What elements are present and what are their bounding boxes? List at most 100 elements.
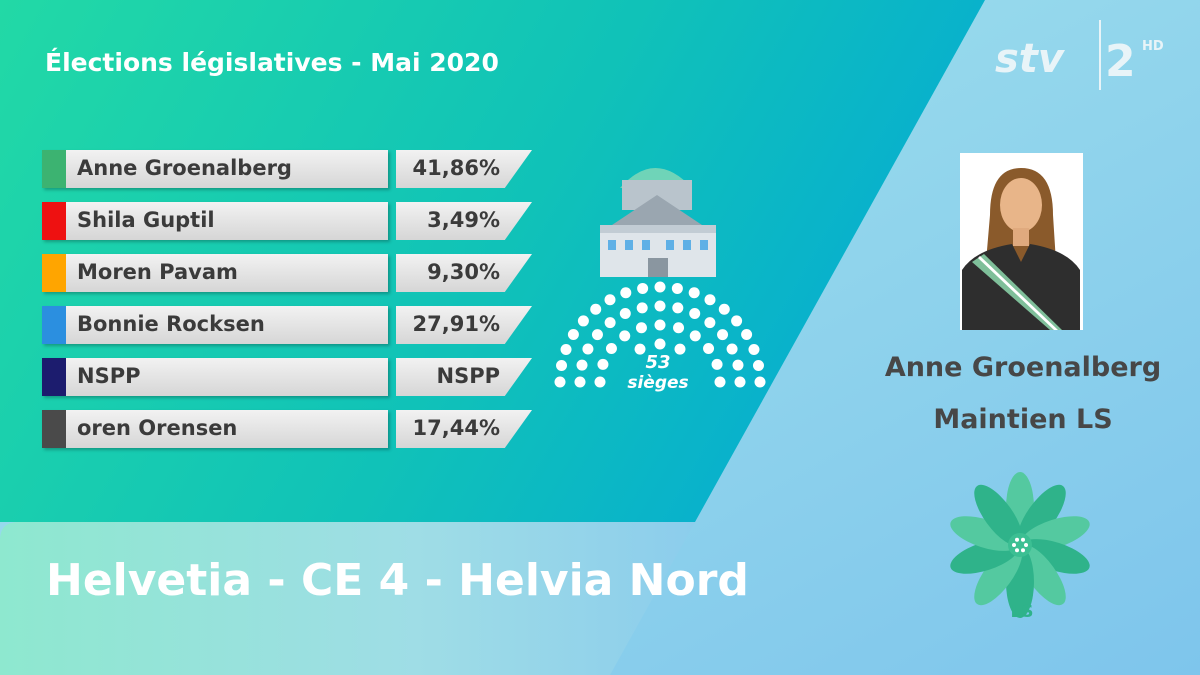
result-box xyxy=(396,306,532,344)
title: Élections législatives - Mai 2020 xyxy=(45,48,499,77)
result: 3,49% xyxy=(427,208,500,232)
seat-dot xyxy=(672,302,684,314)
flower-dot xyxy=(1021,548,1025,553)
name-box: oren Orensen xyxy=(42,410,388,448)
color-strip xyxy=(42,254,66,292)
name-box: Moren Pavam xyxy=(42,254,388,292)
color-strip xyxy=(42,202,66,240)
seat-dot xyxy=(673,322,685,334)
seat-dot xyxy=(620,287,632,299)
result-row: Moren Pavam 9,30% xyxy=(42,254,532,292)
color-strip xyxy=(42,410,66,448)
hemicycle xyxy=(554,281,766,388)
color-strip xyxy=(42,306,66,344)
seat-dot xyxy=(711,358,723,370)
candidate-name: NSPP xyxy=(77,364,141,388)
footer-title: Helvetia - CE 4 - Helvia Nord xyxy=(46,555,749,606)
seat-dot xyxy=(689,308,701,320)
name-box: Shila Guptil xyxy=(42,202,388,240)
seat-dot xyxy=(703,342,715,354)
seat-dot xyxy=(732,359,744,371)
seat-dot xyxy=(574,376,586,388)
petal xyxy=(1017,484,1066,546)
result-row: Bonnie Rocksen 27,91% xyxy=(42,306,532,344)
seat-dot xyxy=(619,330,631,342)
seat-dot xyxy=(636,302,648,314)
seat-dot xyxy=(731,315,743,327)
seat-dot xyxy=(717,329,729,341)
result-box xyxy=(396,254,532,292)
seat-dot xyxy=(605,342,617,354)
result-box xyxy=(396,410,532,448)
seat-count: 53 xyxy=(645,352,670,373)
result: 41,86% xyxy=(412,156,500,180)
name-box: Bonnie Rocksen xyxy=(42,306,388,344)
result: 27,91% xyxy=(412,312,500,336)
flower-dot xyxy=(1012,543,1016,547)
seat-dot xyxy=(556,360,568,372)
seat-dot xyxy=(714,376,726,388)
result-row: Anne Groenalberg 41,86% xyxy=(42,150,532,188)
portrait xyxy=(960,153,1083,330)
seat-label: sièges xyxy=(627,373,688,393)
petal xyxy=(1020,539,1090,574)
seat-dot xyxy=(604,294,616,306)
winner-name: Anne Groenalberg xyxy=(884,352,1162,383)
flower-dot xyxy=(1015,548,1019,553)
candidate-name: oren Orensen xyxy=(77,416,238,440)
seat-dot xyxy=(604,317,616,329)
flower-dot xyxy=(1015,537,1019,542)
candidate-name: Shila Guptil xyxy=(77,208,215,232)
seat-dot xyxy=(591,329,603,341)
seat-dot xyxy=(577,315,589,327)
name-box: NSPP xyxy=(42,358,388,396)
name-box: Anne Groenalberg xyxy=(42,150,388,188)
result: 9,30% xyxy=(427,260,500,284)
seat-dot xyxy=(619,308,631,320)
party-logo-label: LS xyxy=(1010,602,1033,622)
seat-dot xyxy=(718,303,730,315)
candidate-name: Bonnie Rocksen xyxy=(77,312,265,336)
petal xyxy=(950,516,1020,551)
seat-dot xyxy=(726,343,738,355)
seat-dot xyxy=(654,338,666,350)
seat-dot xyxy=(560,344,572,356)
result-row: NSPP NSPP xyxy=(42,358,532,396)
seat-dot xyxy=(752,360,764,372)
result-row: Shila Guptil 3,49% xyxy=(42,202,532,240)
result-box xyxy=(396,358,532,396)
candidate-name: Anne Groenalberg xyxy=(77,156,292,180)
flower-dot xyxy=(1024,543,1028,547)
seat-dot xyxy=(654,281,666,293)
seat-dot xyxy=(634,343,646,355)
color-strip xyxy=(42,150,66,188)
petal xyxy=(974,544,1023,606)
seat-dot xyxy=(654,300,666,312)
seat-dot xyxy=(688,287,700,299)
seat-dot xyxy=(741,329,753,340)
seat-dot xyxy=(734,376,746,388)
seat-dot xyxy=(689,330,701,342)
result: 17,44% xyxy=(412,416,500,440)
seat-dot xyxy=(635,322,647,334)
result: NSPP xyxy=(436,364,500,388)
result-row: oren Orensen 17,44% xyxy=(42,410,532,448)
seat-dot xyxy=(671,282,683,294)
seat-dot xyxy=(554,376,566,388)
seat-dot xyxy=(704,317,716,329)
logo-brand: stv xyxy=(995,36,1066,82)
parliament-icon xyxy=(600,168,716,277)
party-logo xyxy=(950,472,1090,618)
seat-dot xyxy=(674,343,686,355)
seat-dot xyxy=(567,329,579,340)
petal xyxy=(974,484,1023,546)
seat-dot xyxy=(654,319,666,331)
logo-channel: 2 xyxy=(1105,36,1136,87)
flower-dot xyxy=(1021,537,1025,542)
seat-dot xyxy=(704,294,716,306)
seat-dot xyxy=(748,344,760,356)
seat-dot xyxy=(590,303,602,315)
seat-dot xyxy=(637,282,649,294)
footer-band xyxy=(0,522,695,675)
